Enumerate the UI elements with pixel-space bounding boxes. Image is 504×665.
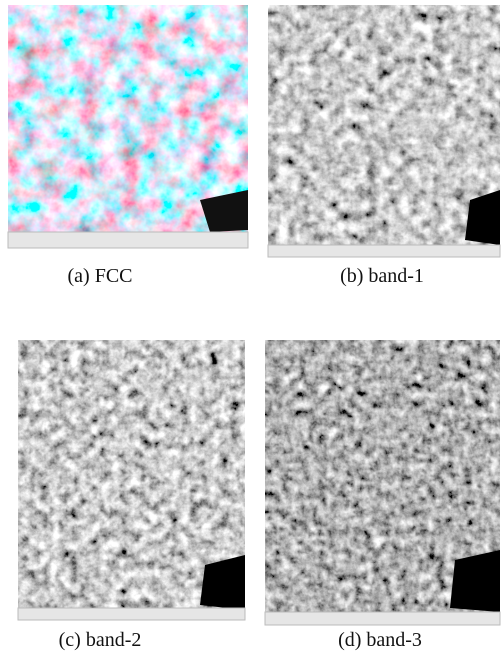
status-bar: [267, 244, 501, 258]
status-bar: [264, 611, 501, 626]
caption: (a) FCC: [68, 265, 133, 287]
image-band-1: [268, 5, 500, 257]
dark-region: [465, 190, 500, 245]
panel-a: (a) FCC: [7, 5, 249, 287]
status-bar: [17, 607, 246, 621]
caption: (d) band-3: [338, 629, 422, 651]
dark-region: [200, 190, 248, 232]
dark-region: [450, 550, 500, 612]
dark-region: [200, 555, 245, 610]
caption: (b) band-1: [340, 265, 424, 287]
status-bar: [7, 231, 249, 249]
panel-d: (d) band-3: [264, 340, 501, 651]
panel-c: (c) band-2: [17, 340, 246, 651]
caption: (c) band-2: [59, 629, 142, 651]
panel-b: (b) band-1: [267, 5, 501, 287]
